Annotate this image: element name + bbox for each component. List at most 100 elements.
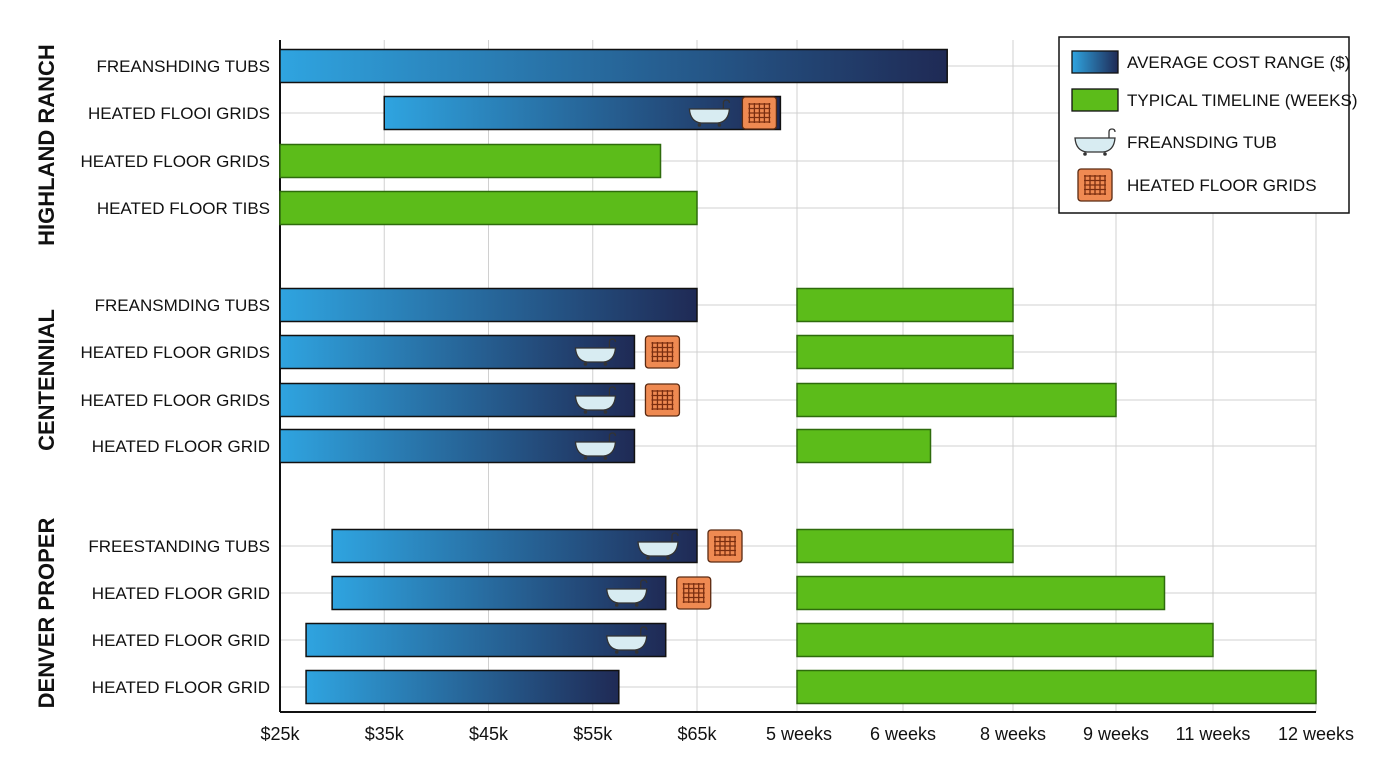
tub-body	[606, 635, 648, 651]
timeline-bar	[279, 190, 698, 226]
group-label: HIGHLAND RANCH	[34, 44, 59, 246]
floor-grid-icon	[1077, 168, 1113, 202]
tub-faucet	[1108, 128, 1116, 138]
tub-foot	[1103, 152, 1107, 156]
row-label: HEATED FLOOR GRID	[92, 631, 270, 650]
timeline-bar	[796, 382, 1117, 418]
tub-faucet	[608, 432, 617, 442]
tub-body	[574, 395, 617, 411]
timeline-swatch	[1071, 88, 1119, 112]
timeline-tick-label: 9 weeks	[1083, 724, 1149, 744]
row-label: HEATED FLOOR GRIDS	[80, 343, 270, 362]
group-label: DENVER PROPER	[34, 518, 59, 709]
cost-bar	[279, 382, 636, 418]
tub-faucet	[608, 386, 617, 396]
timeline-bar	[796, 287, 1014, 323]
tub-body	[606, 588, 648, 604]
bathtub-icon	[574, 386, 617, 414]
cost-bar	[279, 334, 636, 370]
tub-body	[1074, 137, 1116, 153]
row-label: HEATED FLOOR GRID	[92, 584, 270, 603]
tub-foot	[1083, 152, 1087, 156]
row-label: HEATED FLOOR GRID	[92, 678, 270, 697]
tub-body	[574, 347, 617, 363]
tub-foot	[603, 456, 608, 460]
tub-body	[637, 541, 679, 557]
tub-faucet	[640, 579, 648, 589]
timeline-bar	[796, 622, 1214, 658]
cost-bar	[279, 287, 698, 323]
tub-body	[574, 441, 617, 457]
cost-tick-label: $55k	[573, 724, 613, 744]
tub-faucet	[608, 338, 617, 348]
floor-grid-icon	[707, 529, 743, 563]
cost-bar	[331, 528, 698, 564]
row-label: FREANSHDING TUBS	[97, 57, 271, 76]
row-label: HEATED FLOOR GRIDS	[80, 391, 270, 410]
cost-bar	[383, 95, 782, 131]
labels: $25k $35k $45k $55k $65k 5 weeks 6 weeks 8 week…	[34, 44, 1354, 744]
tub-foot	[583, 362, 588, 366]
legend-label: HEATED FLOOR GRIDS	[1127, 176, 1317, 195]
tub-foot	[634, 650, 639, 654]
row-label: HEATED FLOOR GRID	[92, 437, 270, 456]
cost-bar	[279, 48, 948, 84]
floor-grid-icon	[644, 335, 681, 369]
legend-label: AVERAGE COST RANGE ($)	[1127, 53, 1350, 72]
row-label: HEATED FLOOR TIBS	[97, 199, 270, 218]
timeline-tick-label: 6 weeks	[870, 724, 936, 744]
timeline-bar	[796, 334, 1014, 370]
legend-label: TYPICAL TIMELINE (WEEKS)	[1127, 91, 1358, 110]
cost-tick-label: $35k	[365, 724, 405, 744]
cost-bar	[305, 669, 620, 705]
bars	[279, 48, 1317, 705]
row-label: FREANSMDING TUBS	[95, 296, 270, 315]
bathtub-icon	[606, 579, 648, 607]
row-label: HEATED FLOOI GRIDS	[88, 104, 270, 123]
tub-foot	[666, 556, 670, 560]
row-label: FREESTANDING TUBS	[88, 537, 270, 556]
timeline-tick-label: 11 weeks	[1176, 724, 1251, 744]
row-label: HEATED FLOOR GRIDS	[80, 152, 270, 171]
cost-bar	[279, 428, 636, 464]
tub-foot	[603, 362, 608, 366]
tub-foot	[634, 603, 639, 607]
cost-tick-label: $45k	[469, 724, 509, 744]
cost-tick-label: $65k	[677, 724, 717, 744]
timeline-tick-label: 8 weeks	[980, 724, 1046, 744]
cost-swatch	[1071, 50, 1119, 74]
timeline-tick-label: 12 weeks	[1278, 724, 1354, 744]
cost-tick-label: $25k	[260, 724, 300, 744]
bathtub-icon	[688, 99, 731, 127]
cost-bar	[305, 622, 667, 658]
floor-grid-icon	[741, 96, 778, 130]
tub-foot	[614, 650, 619, 654]
bathtub-icon	[574, 432, 617, 460]
timeline-bar	[796, 575, 1166, 611]
bathtub-icon	[1074, 128, 1116, 156]
tub-faucet	[640, 626, 648, 636]
floor-grid-icon	[644, 383, 681, 417]
group-label: CENTENNIAL	[34, 309, 59, 451]
tub-faucet	[722, 99, 731, 109]
tub-faucet	[671, 532, 679, 542]
tub-foot	[646, 556, 650, 560]
legend-label: FREANSDING TUB	[1127, 133, 1277, 152]
floor-grid-icon	[676, 576, 712, 610]
tub-foot	[697, 123, 702, 127]
tub-body	[688, 108, 731, 124]
bathtub-icon	[606, 626, 648, 654]
timeline-tick-label: 5 weeks	[766, 724, 832, 744]
timeline-bar	[796, 428, 932, 464]
tub-foot	[603, 410, 608, 414]
bathtub-icon	[574, 338, 617, 366]
timeline-bar	[796, 528, 1014, 564]
tub-foot	[614, 603, 619, 607]
tub-foot	[583, 456, 588, 460]
tub-foot	[583, 410, 588, 414]
bathtub-icon	[637, 532, 679, 560]
legend: AVERAGE COST RANGE ($) TYPICAL TIMELINE (…	[1058, 36, 1358, 214]
tub-foot	[717, 123, 722, 127]
timeline-bar	[279, 143, 662, 179]
